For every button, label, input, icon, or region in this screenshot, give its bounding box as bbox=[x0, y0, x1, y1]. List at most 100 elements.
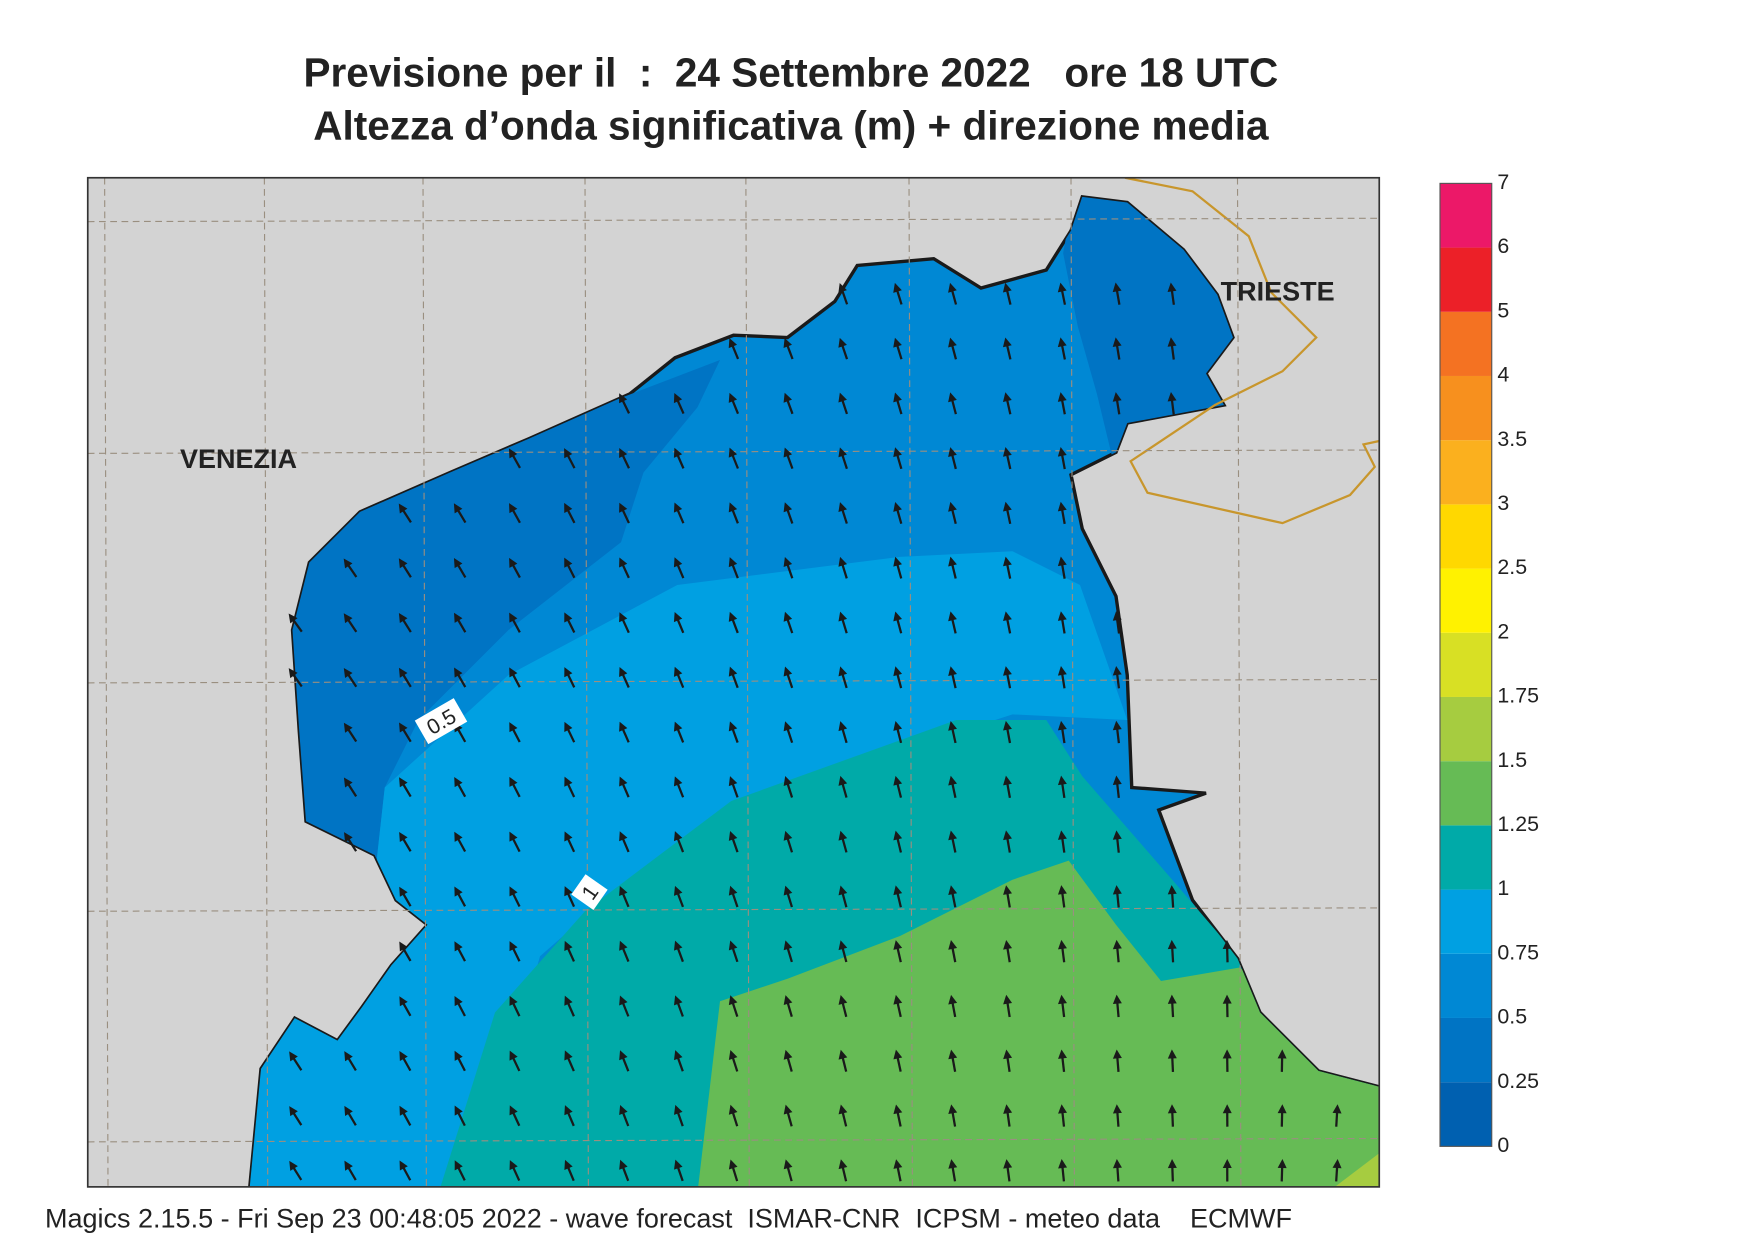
arrow bbox=[728, 940, 739, 963]
arrow bbox=[1222, 939, 1232, 963]
colorbar-label: 0.75 bbox=[1497, 940, 1539, 964]
arrow-head bbox=[509, 722, 518, 733]
arrow-head bbox=[454, 886, 463, 897]
arrow bbox=[454, 941, 466, 962]
arrow-head bbox=[893, 501, 902, 512]
arrow-head bbox=[619, 995, 628, 1006]
arrow-head bbox=[1167, 282, 1177, 293]
arrow bbox=[343, 722, 358, 743]
arrow bbox=[1057, 556, 1067, 579]
arrow bbox=[454, 612, 467, 633]
arrow-head bbox=[454, 941, 463, 952]
arrow-head bbox=[838, 775, 848, 786]
arrow-head bbox=[673, 447, 683, 458]
arrow bbox=[399, 1050, 412, 1072]
arrow-head bbox=[948, 282, 957, 293]
arrow-head bbox=[343, 722, 353, 733]
colorbar-bin bbox=[1440, 247, 1492, 312]
arrow bbox=[838, 885, 848, 908]
arrow bbox=[564, 776, 576, 798]
arrow-head bbox=[1002, 392, 1012, 403]
arrow bbox=[783, 1049, 793, 1072]
arrow-head bbox=[619, 1050, 628, 1061]
arrow bbox=[1167, 1158, 1177, 1182]
arrow-head bbox=[838, 885, 848, 896]
arrow-head bbox=[948, 337, 957, 348]
arrow bbox=[948, 611, 957, 634]
arrow-head bbox=[948, 666, 957, 676]
arrow-head bbox=[893, 775, 903, 786]
arrow-head bbox=[948, 501, 957, 512]
arrow bbox=[673, 666, 685, 689]
arrow bbox=[454, 831, 467, 853]
arrow-head bbox=[948, 940, 958, 950]
arrow-head bbox=[453, 503, 463, 514]
arrow bbox=[619, 940, 630, 962]
arrow bbox=[288, 613, 303, 633]
arrow-head bbox=[673, 776, 683, 787]
arrow bbox=[1057, 392, 1067, 415]
arrow bbox=[783, 1159, 793, 1182]
arrow bbox=[398, 612, 412, 633]
arrow bbox=[1058, 939, 1067, 963]
arrow-head bbox=[344, 1051, 353, 1062]
arrow-head bbox=[344, 832, 353, 843]
grid-line bbox=[87, 217, 1380, 223]
arrow-head bbox=[838, 830, 848, 841]
arrow-head bbox=[1112, 885, 1122, 895]
arrow-head bbox=[398, 503, 408, 514]
arrow bbox=[1277, 1049, 1287, 1072]
arrow bbox=[454, 1050, 466, 1072]
arrow-head bbox=[783, 611, 793, 622]
arrow-head bbox=[1002, 282, 1012, 293]
arrow-head bbox=[399, 777, 408, 788]
arrow bbox=[564, 1105, 575, 1127]
arrow-head bbox=[454, 667, 463, 678]
arrow-head bbox=[783, 392, 793, 403]
arrow-head bbox=[728, 721, 738, 732]
arrow-head bbox=[838, 721, 848, 732]
arrow bbox=[564, 667, 576, 688]
arrow-head bbox=[838, 1159, 848, 1170]
colorbar-bin bbox=[1440, 311, 1492, 376]
colorbar-label: 3.5 bbox=[1497, 427, 1527, 451]
arrow-head bbox=[1003, 501, 1012, 512]
arrow bbox=[1167, 994, 1177, 1018]
arrow-head bbox=[454, 831, 463, 842]
arrow bbox=[1058, 1049, 1067, 1072]
arrow-head bbox=[728, 502, 738, 513]
arrow-head bbox=[948, 556, 957, 567]
arrow-head bbox=[564, 502, 573, 513]
arrow-head bbox=[619, 1159, 628, 1170]
arrow-head bbox=[838, 283, 847, 294]
arrow-head bbox=[1167, 337, 1177, 347]
arrow-head bbox=[1003, 994, 1013, 1005]
arrow bbox=[1057, 666, 1067, 689]
arrow-head bbox=[619, 666, 628, 678]
arrow bbox=[1167, 939, 1177, 963]
arrow bbox=[619, 776, 630, 798]
arrow bbox=[1332, 1104, 1342, 1127]
arrow-head bbox=[509, 886, 518, 897]
arrow-head bbox=[508, 448, 518, 459]
arrow bbox=[893, 1049, 903, 1072]
footer: Magics 2.15.5 - Fri Sep 23 00:48:05 2022… bbox=[45, 1203, 1292, 1233]
arrow-head bbox=[1003, 556, 1012, 567]
arrow bbox=[893, 556, 903, 579]
arrow bbox=[1003, 556, 1012, 579]
arrow-head bbox=[399, 722, 408, 733]
arrow bbox=[289, 1051, 303, 1071]
arrow-head bbox=[1167, 1158, 1177, 1169]
arrow-head bbox=[1003, 720, 1012, 731]
arrow-head bbox=[838, 1104, 848, 1115]
arrow bbox=[343, 558, 358, 578]
arrow-head bbox=[728, 1049, 738, 1060]
arrow bbox=[398, 558, 412, 578]
colorbar-label: 0 bbox=[1497, 1133, 1509, 1157]
colorbar-label: 3 bbox=[1497, 491, 1509, 515]
arrow-head bbox=[948, 885, 958, 895]
arrow-head bbox=[454, 1105, 463, 1116]
arrow-head bbox=[838, 995, 848, 1005]
arrow-head bbox=[838, 556, 848, 567]
arrow bbox=[564, 557, 576, 579]
